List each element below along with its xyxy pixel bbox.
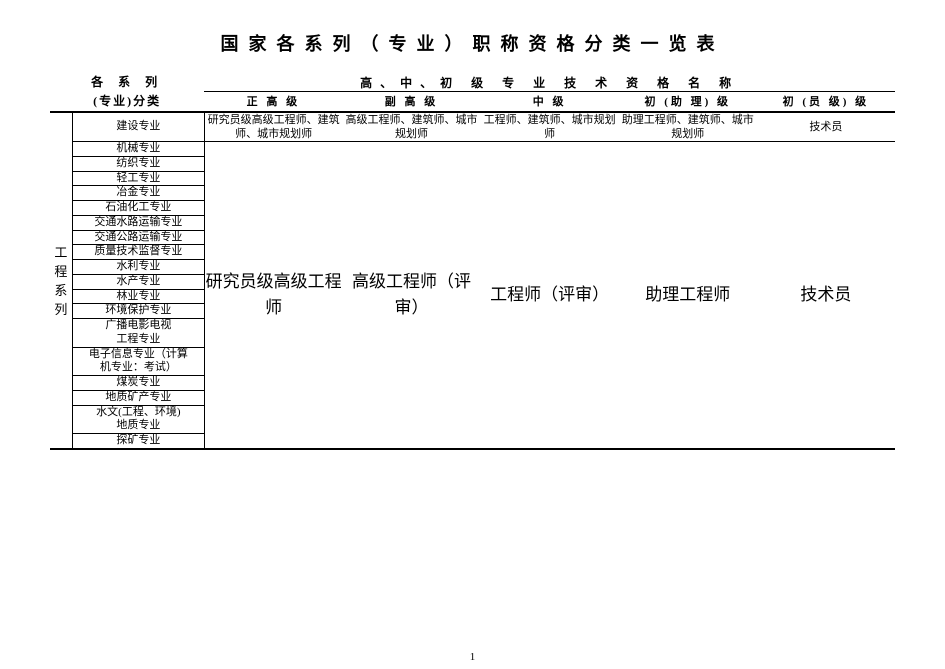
table-row: 工 程 系 列 建设专业 研究员级高级工程师、建筑师、城市规划师 高级工程师、建… <box>50 112 895 142</box>
header-row-2: (专业)分类 正 高 级 副 高 级 中 级 初 (助 理) 级 初 (员 级)… <box>50 92 895 112</box>
header-level-1: 副 高 级 <box>342 92 480 112</box>
header-level-3: 初 (助 理) 级 <box>619 92 757 112</box>
sub-category: 纺织专业 <box>72 156 204 171</box>
sub-category: 水产专业 <box>72 274 204 289</box>
sub-category: 地质矿产专业 <box>72 390 204 405</box>
sub-category: 轻工专业 <box>72 171 204 186</box>
merged-cell-0: 研究员级高级工程师 <box>204 142 342 449</box>
row1-cell-1: 高级工程师、建筑师、城市规划师 <box>342 112 480 142</box>
category-char-0: 工 <box>54 242 67 261</box>
merged-cell-4: 技术员 <box>757 142 895 449</box>
sub-category: 建设专业 <box>72 112 204 142</box>
sub-category: 质量技术监督专业 <box>72 245 204 260</box>
header-level-4: 初 (员 级) 级 <box>757 92 895 112</box>
header-left-line2: (专业)分类 <box>50 92 204 112</box>
sub-category: 交通水路运输专业 <box>72 215 204 230</box>
row1-cell-0: 研究员级高级工程师、建筑师、城市规划师 <box>204 112 342 142</box>
sub-category: 交通公路运输专业 <box>72 230 204 245</box>
merged-cell-2: 工程师（评审） <box>481 142 619 449</box>
table-row: 机械专业 研究员级高级工程师 高级工程师（评审） 工程师（评审） 助理工程师 技… <box>50 142 895 157</box>
category-cell: 工 程 系 列 <box>50 112 72 449</box>
row1-cell-2: 工程师、建筑师、城市规划师 <box>481 112 619 142</box>
document-page: 国家各系列（专业）职称资格分类一览表 各 系 列 高、中、初 级 专 业 技 术… <box>0 0 945 669</box>
sub-category: 冶金专业 <box>72 186 204 201</box>
sub-category: 石油化工专业 <box>72 201 204 216</box>
merged-cell-1: 高级工程师（评审） <box>342 142 480 449</box>
row1-cell-3: 助理工程师、建筑师、城市规划师 <box>619 112 757 142</box>
sub-category: 探矿专业 <box>72 434 204 449</box>
category-char-1: 程 <box>54 261 67 280</box>
merged-cell-3: 助理工程师 <box>619 142 757 449</box>
header-level-0: 正 高 级 <box>204 92 342 112</box>
sub-category: 电子信息专业（计算 机专业：考试） <box>72 347 204 376</box>
sub-category: 环境保护专业 <box>72 304 204 319</box>
sub-category: 煤炭专业 <box>72 376 204 391</box>
sub-category: 广播电影电视 工程专业 <box>72 319 204 348</box>
category-vertical-label: 工 程 系 列 <box>50 212 72 348</box>
classification-table: 各 系 列 高、中、初 级 专 业 技 术 资 格 名 称 (专业)分类 正 高… <box>50 74 895 450</box>
sub-category: 机械专业 <box>72 142 204 157</box>
sub-category: 林业专业 <box>72 289 204 304</box>
page-title: 国家各系列（专业）职称资格分类一览表 <box>50 30 895 56</box>
sub-category: 水利专业 <box>72 260 204 275</box>
page-number: 1 <box>0 651 945 663</box>
category-char-2: 系 <box>54 280 67 299</box>
header-left-line1: 各 系 列 <box>91 75 163 89</box>
header-row-1: 各 系 列 高、中、初 级 专 业 技 术 资 格 名 称 <box>50 74 895 92</box>
header-right-group: 高、中、初 级 专 业 技 术 资 格 名 称 <box>204 74 895 92</box>
sub-category: 水文(工程、环境) 地质专业 <box>72 405 204 434</box>
row1-cell-4: 技术员 <box>757 112 895 142</box>
category-char-3: 列 <box>54 299 67 318</box>
header-level-2: 中 级 <box>481 92 619 112</box>
header-left-top: 各 系 列 <box>50 74 204 92</box>
